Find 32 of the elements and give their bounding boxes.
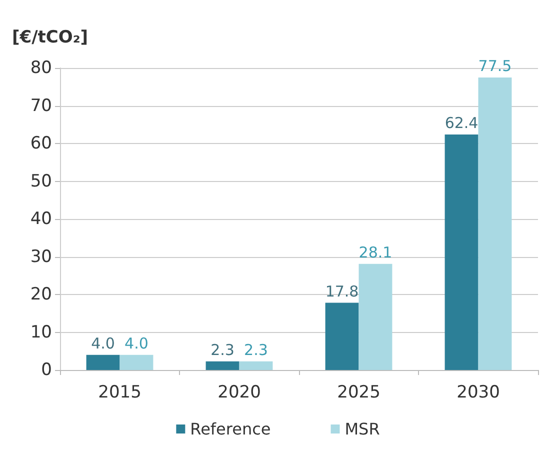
data-label: 2.3 (244, 340, 268, 359)
bar (444, 134, 478, 370)
bar (86, 354, 120, 370)
data-label: 17.8 (325, 282, 359, 300)
bar (120, 354, 154, 370)
y-tick-label: 70 (30, 96, 52, 116)
bar (239, 361, 273, 370)
legend-label: Reference (190, 420, 271, 438)
bar (325, 302, 359, 370)
data-label: 77.5 (478, 56, 512, 75)
y-tick-label: 0 (41, 360, 52, 380)
x-tick-label: 2015 (98, 382, 142, 402)
y-tick-label: 80 (30, 58, 52, 78)
bar (358, 264, 392, 370)
data-label: 2.3 (210, 340, 234, 359)
data-label: 28.1 (358, 243, 392, 262)
y-axis-title: [€/tCO₂] (12, 28, 88, 48)
legend-label: MSR (344, 420, 380, 438)
data-label: 62.4 (444, 114, 478, 132)
bar (478, 77, 512, 370)
x-tick-label: 2020 (218, 382, 261, 402)
bar (206, 361, 240, 370)
y-tick-label: 20 (30, 284, 52, 304)
x-tick-label: 2025 (337, 382, 380, 402)
data-label: 4.0 (91, 334, 115, 352)
y-tick-label: 60 (30, 134, 52, 154)
y-tick-label: 50 (30, 171, 52, 192)
data-label: 4.0 (124, 334, 148, 352)
x-tick-label: 2030 (456, 382, 500, 402)
y-tick-label: 30 (30, 246, 52, 267)
y-tick-label: 10 (30, 322, 52, 342)
y-tick-label: 40 (30, 209, 52, 229)
